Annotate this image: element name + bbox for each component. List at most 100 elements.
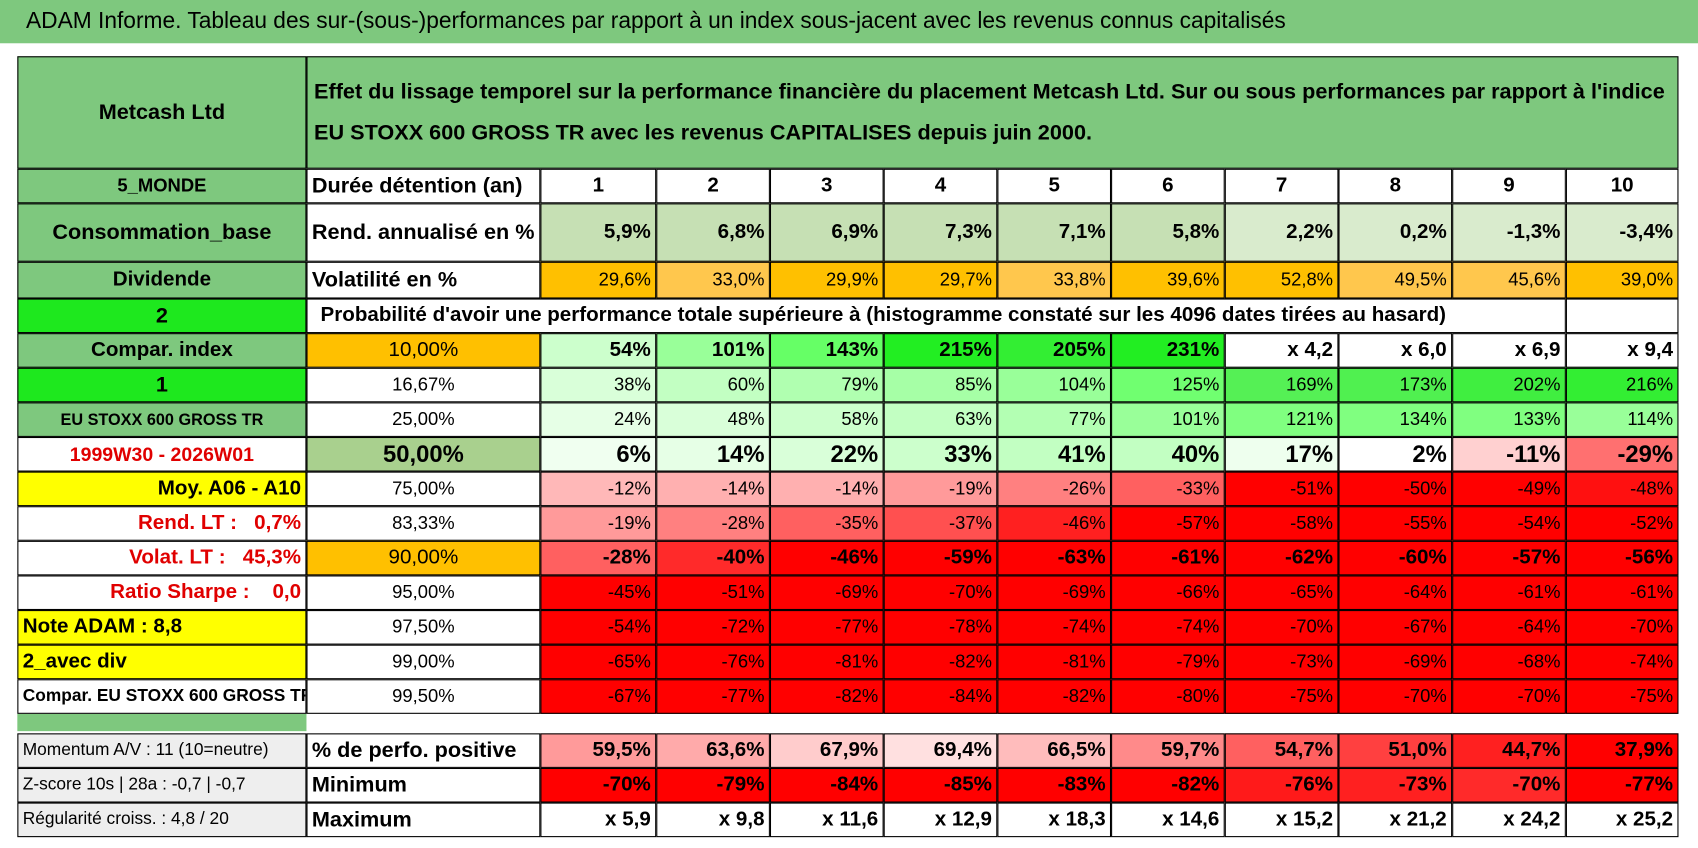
cell: -66% <box>1111 575 1225 611</box>
cell: -45% <box>540 575 657 611</box>
cell: -50% <box>1338 471 1453 507</box>
row-label: Compar. index <box>17 333 307 368</box>
cell: 2 <box>656 168 770 204</box>
cell: 0,2% <box>1338 203 1453 262</box>
cell: -75% <box>1565 679 1679 714</box>
cell: -12% <box>540 471 657 507</box>
cell: x 5,9 <box>540 802 657 838</box>
cell: -79% <box>656 767 770 803</box>
cell: x 24,2 <box>1452 802 1566 838</box>
cell: 38% <box>540 367 657 403</box>
cell: -60% <box>1338 540 1453 576</box>
cell: x 18,3 <box>997 802 1112 838</box>
cell: -82% <box>1111 767 1225 803</box>
cell: -70% <box>883 575 998 611</box>
cell: 114% <box>1565 402 1679 437</box>
cell: 49,5% <box>1338 261 1453 299</box>
row-key: Durée détention (an) <box>306 168 541 204</box>
row-key: 90,00% <box>306 540 541 576</box>
cell: 59,5% <box>540 733 657 768</box>
cell: 173% <box>1338 367 1453 403</box>
cell: 3 <box>769 168 884 204</box>
cell: -82% <box>997 679 1112 714</box>
cell: -67% <box>1338 610 1453 645</box>
cell: -74% <box>997 610 1112 645</box>
cell: -28% <box>540 540 657 576</box>
cell: -14% <box>769 471 884 507</box>
cell: -79% <box>1111 644 1225 680</box>
cell: x 11,6 <box>769 802 884 838</box>
cell: -70% <box>1565 610 1679 645</box>
cell: 7 <box>1224 168 1339 204</box>
cell: 60% <box>656 367 770 403</box>
cell: -61% <box>1111 540 1225 576</box>
cell: -76% <box>1224 767 1339 803</box>
cell: -63% <box>997 540 1112 576</box>
row-label: 2_avec div <box>17 644 307 680</box>
cell: 5 <box>997 168 1112 204</box>
row-label: 1999W30 - 2026W01 <box>17 436 307 472</box>
row-key: 16,67% <box>306 367 541 403</box>
cell: -52% <box>1565 506 1679 541</box>
cell: 104% <box>997 367 1112 403</box>
cell: 101% <box>656 333 770 368</box>
cell: 169% <box>1224 367 1339 403</box>
cell: 77% <box>997 402 1112 437</box>
cell: -73% <box>1224 644 1339 680</box>
cell: 24% <box>540 402 657 437</box>
cell: 10 <box>1565 168 1679 204</box>
cell: 44,7% <box>1452 733 1566 768</box>
row-label: Dividende <box>17 261 307 299</box>
cell: -83% <box>997 767 1112 803</box>
cell: -64% <box>1452 610 1566 645</box>
cell: -46% <box>997 506 1112 541</box>
cell: -56% <box>1565 540 1679 576</box>
cell: 205% <box>997 333 1112 368</box>
cell: -74% <box>1111 610 1225 645</box>
cell: -48% <box>1565 471 1679 507</box>
cell: 2,2% <box>1224 203 1339 262</box>
cell: -28% <box>656 506 770 541</box>
cell: 66,5% <box>997 733 1112 768</box>
row-key: % de perfo. positive <box>306 733 541 768</box>
cell: 79% <box>769 367 884 403</box>
note: Probabilité d'avoir une performance tota… <box>306 298 1566 334</box>
cell: -78% <box>883 610 998 645</box>
cell: 58% <box>769 402 884 437</box>
cell: -75% <box>1224 679 1339 714</box>
cell: -70% <box>540 767 657 803</box>
cell: -61% <box>1452 575 1566 611</box>
row-label: Consommation_base <box>17 203 307 262</box>
cell: -11% <box>1452 436 1566 472</box>
row-key: 83,33% <box>306 506 541 541</box>
cell: -62% <box>1224 540 1339 576</box>
cell: -77% <box>656 679 770 714</box>
cell: 29,6% <box>540 261 657 299</box>
row-label: EU STOXX 600 GROSS TR <box>17 402 307 437</box>
cell: 48% <box>656 402 770 437</box>
cell: -81% <box>997 644 1112 680</box>
row-key: Volatilité en % <box>306 261 541 299</box>
cell: 4 <box>883 168 998 204</box>
cell: -80% <box>1111 679 1225 714</box>
cell: 33,8% <box>997 261 1112 299</box>
cell: 14% <box>656 436 770 472</box>
row-key: 10,00% <box>306 333 541 368</box>
cell: 69,4% <box>883 733 998 768</box>
row-label: Rend. LT : 0,7% <box>17 506 307 541</box>
cell: -69% <box>1338 644 1453 680</box>
cell: -77% <box>1565 767 1679 803</box>
cell: -54% <box>1452 506 1566 541</box>
row-label: 1 <box>17 367 307 403</box>
cell: -59% <box>883 540 998 576</box>
fund-name: Metcash Ltd <box>17 56 307 169</box>
cell: 51,0% <box>1338 733 1453 768</box>
row-label: Régularité croiss. : 4,8 / 20 <box>17 802 307 838</box>
cell: -67% <box>540 679 657 714</box>
cell: -49% <box>1452 471 1566 507</box>
description: Effet du lissage temporel sur la perform… <box>306 56 1679 169</box>
row-label: 5_MONDE <box>17 168 307 204</box>
cell: -81% <box>769 644 884 680</box>
cell: -29% <box>1565 436 1679 472</box>
